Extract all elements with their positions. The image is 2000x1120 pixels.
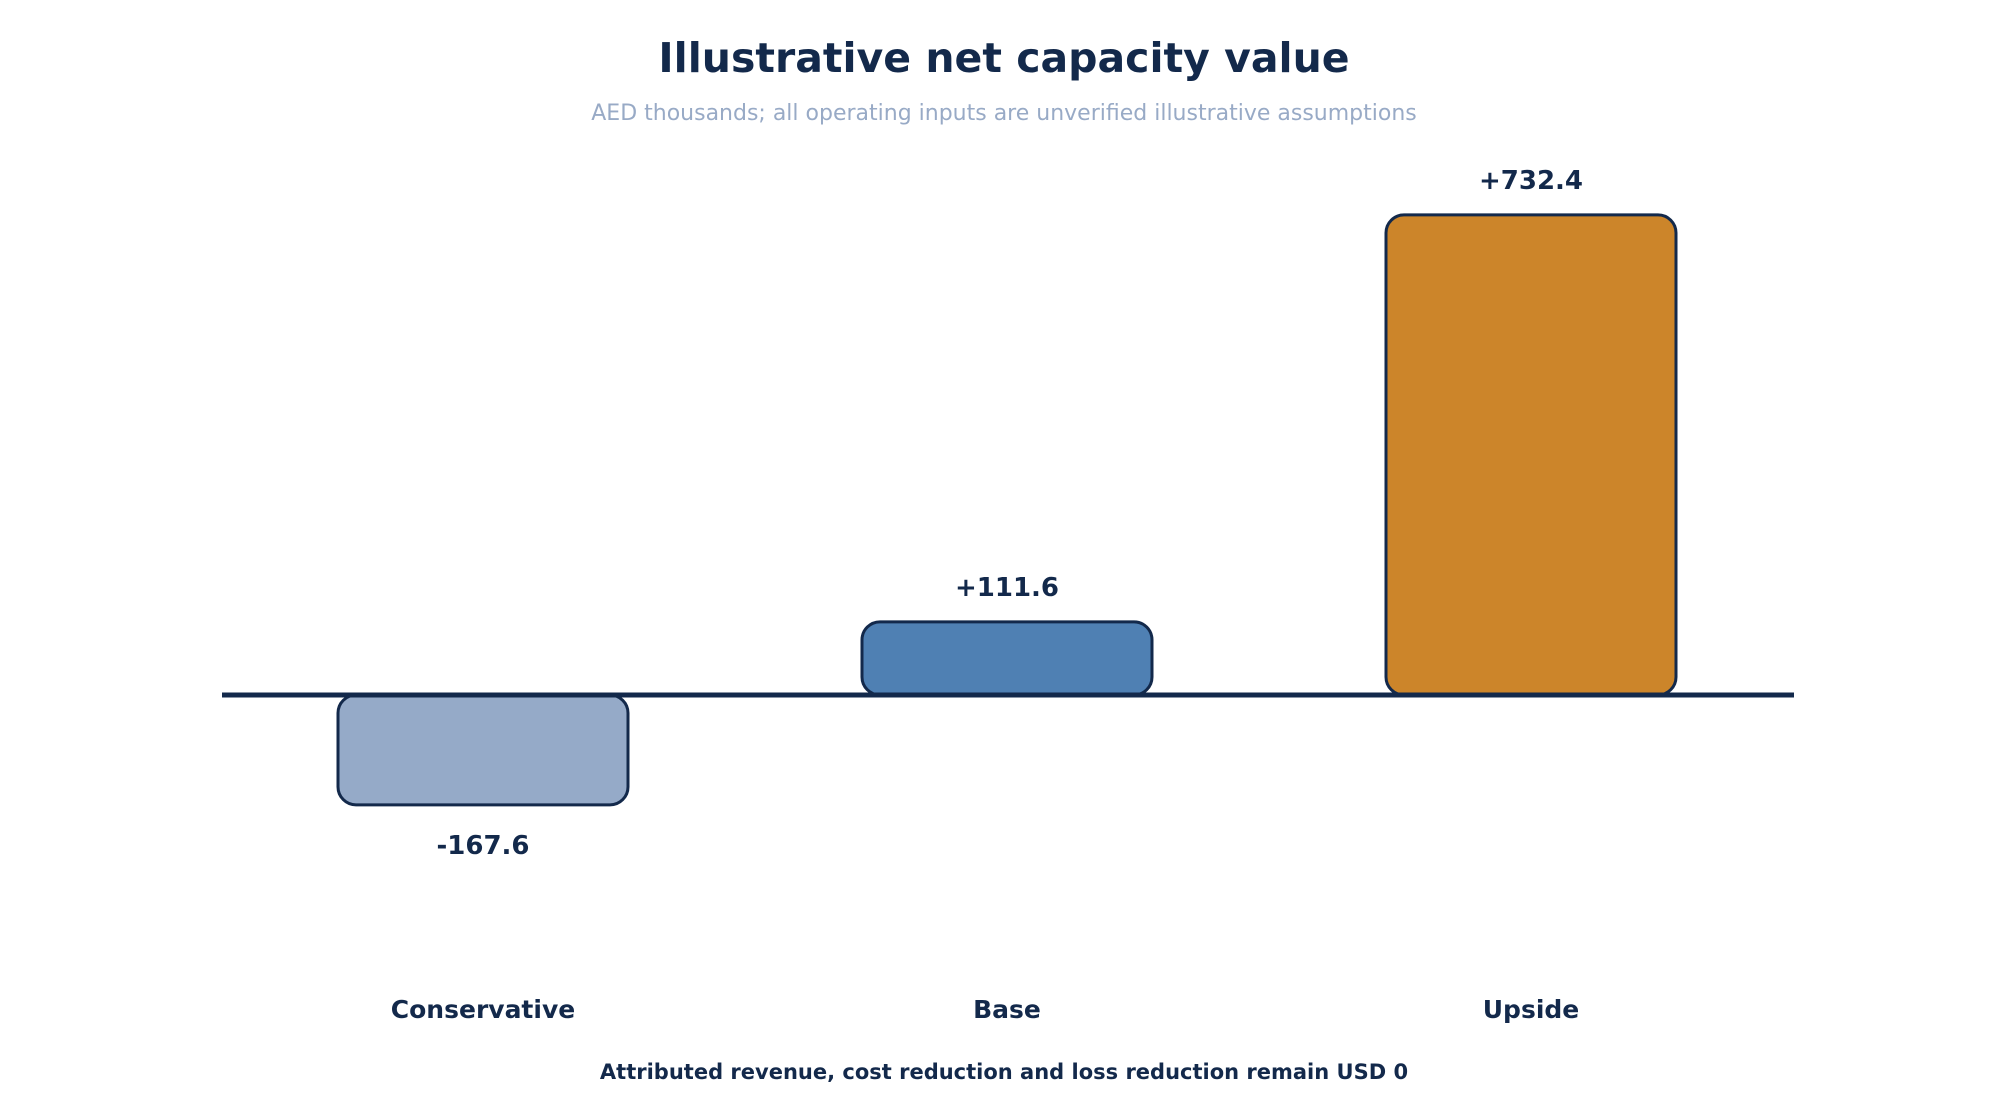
chart-subtitle: AED thousands; all operating inputs are …	[591, 101, 1417, 126]
bar-base	[860, 620, 1154, 697]
category-label-conservative: Conservative	[391, 995, 575, 1024]
value-labels-group: -167.6 +111.6 +732.4	[436, 166, 1583, 861]
bar-conservative	[336, 693, 630, 807]
category-label-upside: Upside	[1483, 995, 1580, 1024]
value-label-conservative: -167.6	[436, 831, 529, 861]
bars-group	[336, 213, 1678, 807]
chart-title: Illustrative net capacity value	[658, 34, 1349, 82]
category-labels-group: Conservative Base Upside	[391, 995, 1579, 1024]
chart-footnote: Attributed revenue, cost reduction and l…	[600, 1060, 1408, 1084]
value-label-upside: +732.4	[1479, 166, 1583, 196]
bar-upside	[1384, 213, 1678, 697]
value-label-base: +111.6	[955, 573, 1059, 603]
category-label-base: Base	[973, 995, 1041, 1024]
